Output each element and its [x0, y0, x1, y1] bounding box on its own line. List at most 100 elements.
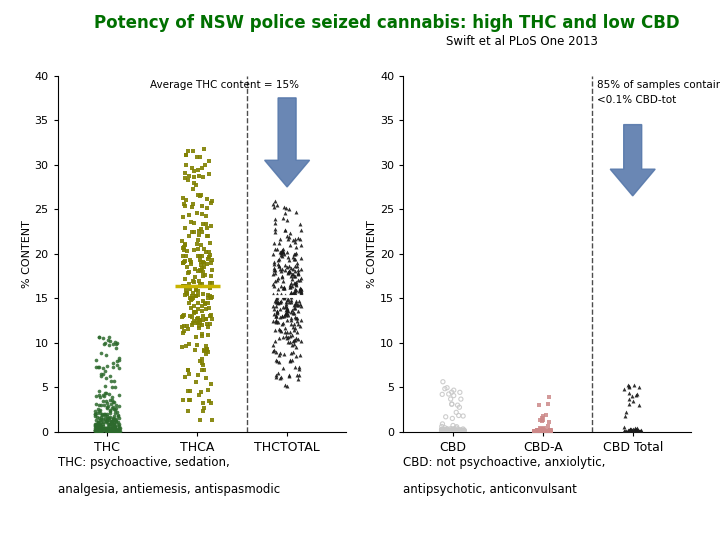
Point	[291, 316, 302, 325]
Point	[95, 372, 107, 380]
Point	[188, 278, 199, 286]
Point	[110, 344, 122, 353]
Point	[271, 292, 283, 300]
Point	[102, 414, 114, 422]
Point	[279, 261, 291, 269]
Point	[451, 424, 462, 433]
Point	[270, 373, 282, 382]
Point	[97, 425, 109, 434]
Point	[189, 173, 200, 181]
Point	[203, 347, 215, 356]
Point	[107, 428, 119, 436]
Point	[459, 426, 470, 435]
Point	[441, 427, 453, 435]
Point	[97, 334, 109, 342]
Point	[529, 427, 541, 436]
Point	[177, 194, 189, 202]
Point	[283, 310, 294, 319]
Point	[290, 207, 302, 216]
Point	[444, 427, 455, 436]
Point	[449, 426, 460, 435]
Point	[287, 269, 298, 278]
Point	[192, 252, 204, 260]
Point	[536, 427, 548, 435]
Point	[205, 198, 217, 207]
Point	[93, 333, 104, 341]
Point	[279, 226, 290, 235]
Point	[270, 312, 282, 320]
Point	[289, 279, 300, 287]
Point	[268, 266, 279, 274]
Point	[89, 412, 101, 421]
Point	[198, 245, 210, 254]
Point	[620, 411, 631, 420]
Point	[282, 306, 293, 314]
Point	[97, 420, 109, 429]
Text: antipsychotic, anticonvulsant: antipsychotic, anticonvulsant	[403, 483, 577, 496]
Point	[294, 287, 306, 296]
Point	[541, 411, 552, 420]
Point	[631, 424, 642, 433]
Point	[269, 264, 280, 272]
Point	[622, 380, 634, 389]
Point	[274, 265, 285, 273]
Point	[197, 163, 208, 172]
Point	[451, 427, 462, 435]
Point	[99, 412, 111, 421]
Point	[178, 243, 189, 252]
Point	[191, 340, 202, 349]
Point	[544, 427, 555, 436]
Point	[271, 201, 283, 210]
Point	[186, 228, 198, 237]
Point	[445, 428, 456, 436]
Point	[436, 427, 447, 436]
Point	[107, 425, 118, 434]
Point	[195, 191, 207, 199]
Point	[456, 428, 468, 436]
Point	[631, 428, 643, 436]
Point	[285, 349, 297, 358]
Point	[180, 151, 192, 160]
Point	[624, 425, 636, 434]
Point	[197, 407, 209, 415]
Point	[282, 248, 293, 256]
Point	[284, 266, 295, 275]
Point	[180, 151, 192, 159]
Point	[445, 428, 456, 436]
Text: 85% of samples contained: 85% of samples contained	[597, 80, 720, 90]
Point	[187, 185, 199, 193]
Point	[94, 427, 106, 435]
Point	[537, 427, 549, 436]
Point	[94, 401, 105, 410]
Point	[452, 425, 464, 434]
Point	[90, 424, 102, 433]
Point	[624, 426, 635, 434]
Point	[108, 421, 120, 429]
Point	[111, 427, 122, 436]
Point	[105, 376, 117, 385]
Point	[102, 402, 114, 411]
Point	[531, 427, 542, 435]
Point	[626, 427, 637, 435]
Point	[623, 395, 634, 403]
Point	[626, 426, 638, 435]
Point	[448, 392, 459, 400]
Point	[292, 259, 303, 267]
Point	[449, 427, 461, 436]
Point	[194, 280, 206, 288]
Point	[634, 427, 646, 436]
Point	[290, 243, 302, 252]
Point	[274, 349, 286, 357]
Point	[112, 427, 124, 436]
Point	[192, 245, 204, 254]
Point	[192, 190, 204, 199]
Point	[178, 327, 189, 335]
Point	[109, 422, 120, 431]
Point	[454, 427, 466, 435]
Point	[437, 427, 449, 436]
Point	[186, 260, 197, 268]
Point	[296, 287, 307, 296]
Point	[194, 153, 206, 161]
Point	[538, 425, 549, 434]
Point	[271, 290, 282, 299]
